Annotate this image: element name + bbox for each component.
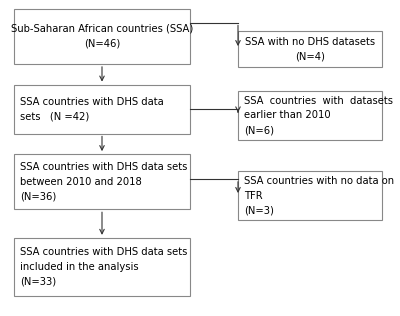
Text: SSA with no DHS datasets
(N=4): SSA with no DHS datasets (N=4) [245,37,375,61]
Bar [238,31,382,67]
Text: SSA countries with DHS data sets
included in the analysis
(N=33): SSA countries with DHS data sets include… [20,247,187,287]
Text: SSA countries with DHS data sets
between 2010 and 2018
(N=36): SSA countries with DHS data sets between… [20,162,187,202]
Text: SSA countries with DHS data
sets   (N =42): SSA countries with DHS data sets (N =42) [20,97,164,121]
Bar [14,238,190,296]
Text: Sub-Saharan African countries (SSA)
(N=46): Sub-Saharan African countries (SSA) (N=4… [11,24,193,49]
Bar [14,9,190,64]
Bar [238,91,382,140]
Text: SSA  countries  with  datasets
earlier than 2010
(N=6): SSA countries with datasets earlier than… [244,95,393,135]
Bar [14,154,190,209]
Bar [14,84,190,133]
Bar [238,171,382,221]
Text: SSA countries with no data on
TFR
(N=3): SSA countries with no data on TFR (N=3) [244,176,394,216]
